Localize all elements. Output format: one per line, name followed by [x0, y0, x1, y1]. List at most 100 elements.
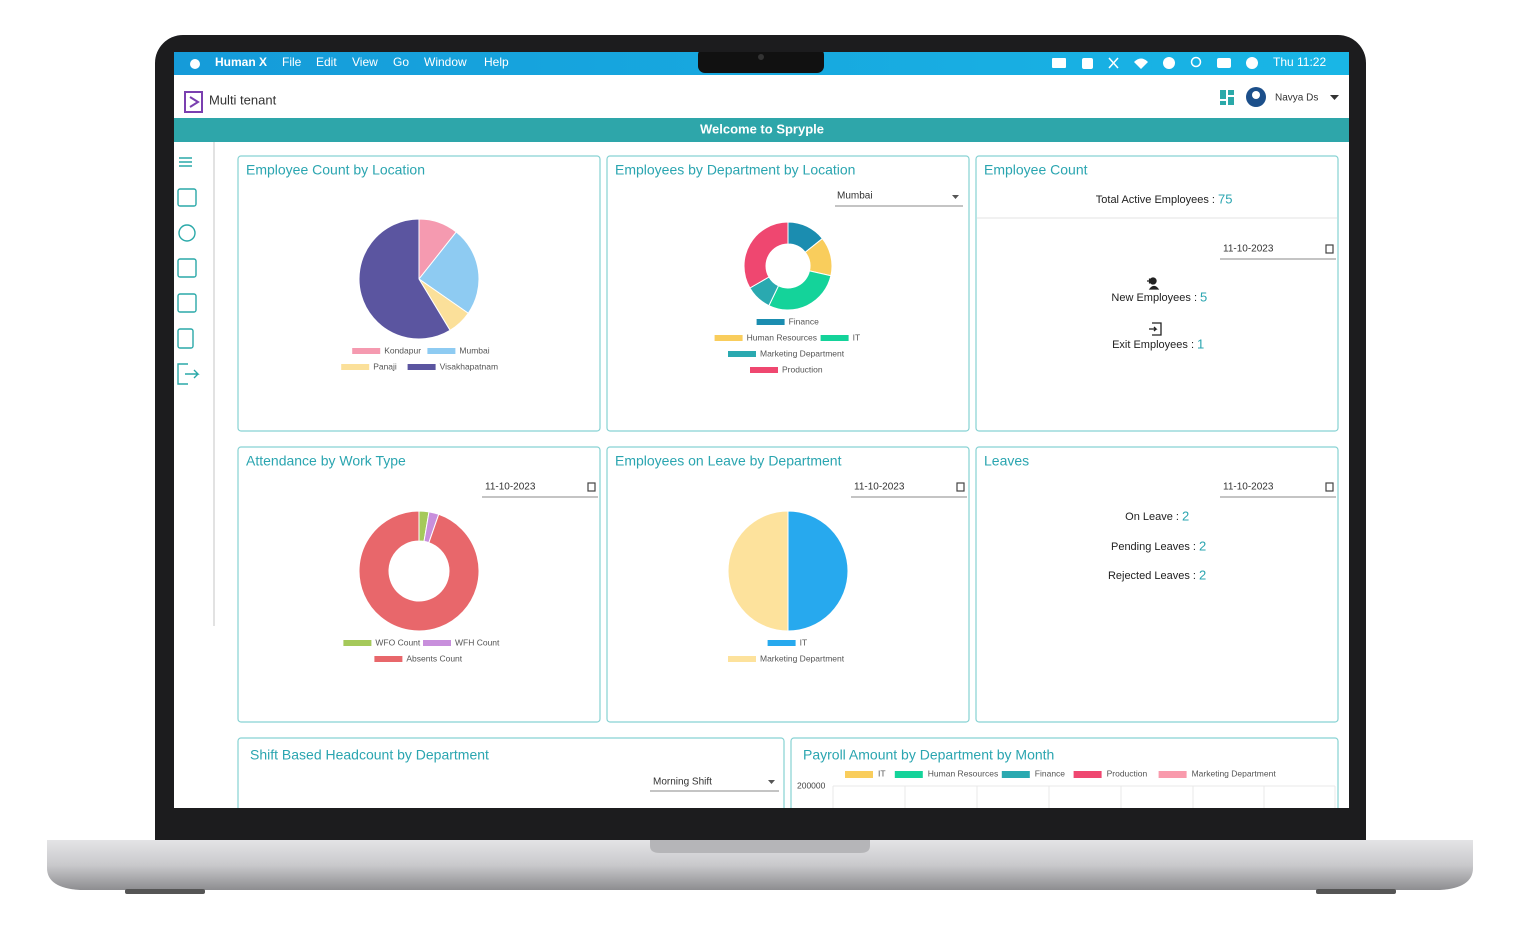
legend-label: Mumbai — [459, 345, 489, 355]
exit-employee-icon — [1149, 322, 1162, 336]
pie-slice[interactable] — [418, 231, 480, 314]
status-icon[interactable] — [1082, 58, 1093, 69]
clock: Thu 11:22 — [1273, 55, 1326, 69]
legend-swatch[interactable] — [714, 335, 743, 341]
legend-swatch[interactable] — [756, 319, 785, 325]
apple-icon[interactable] — [190, 59, 200, 69]
notch — [698, 52, 824, 73]
legend-swatch[interactable] — [374, 656, 403, 662]
app-name[interactable]: Human X — [215, 55, 267, 69]
attendance-nav[interactable] — [177, 258, 197, 278]
pie-slice[interactable] — [743, 221, 789, 289]
calendar-icon[interactable] — [956, 482, 965, 492]
shift-select[interactable]: Morning Shift — [653, 777, 712, 788]
legend-swatch[interactable] — [352, 348, 381, 354]
calendar-icon[interactable] — [587, 482, 596, 492]
status-icon[interactable] — [1052, 58, 1066, 68]
apps-icon[interactable] — [1220, 90, 1234, 105]
sidebar-icons — [177, 188, 200, 385]
card-title: Employees on Leave by Department — [615, 453, 842, 469]
menu-item[interactable]: File — [282, 55, 302, 69]
legend-swatch[interactable] — [767, 640, 796, 646]
legend-swatch[interactable] — [341, 364, 370, 370]
menu-toggle[interactable] — [179, 157, 192, 167]
y-tick-label: 200000 — [797, 780, 826, 790]
legend-label: Visakhapatnam — [440, 361, 498, 371]
calendar-nav[interactable] — [177, 188, 197, 207]
pie-slice[interactable] — [787, 510, 849, 632]
siri-icon[interactable] — [1246, 57, 1258, 69]
date-value[interactable]: 11-10-2023 — [1223, 482, 1274, 493]
legend-swatch[interactable] — [894, 771, 923, 778]
stat-value: 2 — [1199, 538, 1206, 553]
brand: Multi tenant — [209, 92, 277, 107]
card-title: Leaves — [984, 453, 1029, 469]
legend-label: Absents Count — [406, 653, 462, 663]
menu-item[interactable]: View — [352, 55, 378, 69]
stat-value: 1 — [1197, 336, 1204, 351]
user-caret[interactable] — [1330, 95, 1339, 100]
banner-text: Welcome to Spryple — [700, 121, 824, 136]
legend-label: Production — [1107, 768, 1148, 778]
logo[interactable] — [184, 91, 203, 113]
select-caret[interactable] — [768, 780, 775, 784]
status-icon[interactable] — [1217, 58, 1231, 68]
card — [975, 446, 1339, 723]
legend-swatch[interactable] — [1001, 771, 1030, 778]
legend-swatch[interactable] — [427, 348, 456, 354]
calendar-icon[interactable] — [1325, 244, 1334, 254]
status-icon[interactable] — [1108, 57, 1119, 69]
search-icon[interactable] — [1190, 56, 1202, 68]
menu-item[interactable]: Window — [424, 55, 467, 69]
legend-swatch[interactable] — [407, 364, 436, 370]
stat-value: 75 — [1218, 191, 1232, 206]
legend-swatch[interactable] — [728, 351, 756, 357]
date-value[interactable]: 11-10-2023 — [1223, 244, 1274, 255]
legend-label: IT — [878, 768, 886, 778]
card-title: Shift Based Headcount by Department — [250, 747, 489, 763]
leave-nav[interactable] — [177, 293, 197, 313]
wifi-icon[interactable] — [1134, 58, 1148, 70]
report-nav[interactable] — [177, 328, 194, 349]
calendar-icon[interactable] — [1325, 482, 1334, 492]
legend-swatch[interactable] — [728, 656, 756, 662]
user-name[interactable]: Navya Ds — [1275, 93, 1318, 104]
menu-item[interactable]: Go — [393, 55, 409, 69]
legend-label: Human Resources — [928, 768, 998, 778]
pie-slice[interactable] — [358, 510, 480, 632]
pie-slice[interactable] — [358, 218, 451, 340]
legend-swatch[interactable] — [750, 367, 778, 373]
legend-swatch[interactable] — [1073, 771, 1102, 778]
legend-label: Marketing Department — [760, 348, 845, 358]
stat-value: 2 — [1199, 567, 1206, 582]
exit-nav[interactable] — [177, 363, 200, 385]
bezel-bottom — [155, 808, 1366, 840]
menu-items: File Edit View Go Window Help — [282, 55, 509, 69]
legend-label: Panaji — [373, 361, 397, 371]
legend-label: WFO Count — [375, 637, 421, 647]
card — [237, 446, 601, 723]
legend-swatch[interactable] — [845, 771, 873, 778]
legend-swatch[interactable] — [1158, 771, 1187, 778]
legend-swatch[interactable] — [423, 640, 451, 646]
legend-swatch[interactable] — [343, 640, 372, 646]
charts: Kondapur Mumbai Panaji Visakhapatnam Finance… — [341, 218, 1335, 790]
menu-item[interactable]: Help — [484, 55, 509, 69]
status-icons — [1052, 56, 1258, 70]
card-title: Employee Count — [984, 162, 1088, 178]
date-value[interactable]: 11-10-2023 — [854, 482, 905, 493]
status-icon[interactable] — [1163, 57, 1175, 69]
base-notch — [650, 840, 870, 853]
pie-slice[interactable] — [727, 510, 789, 632]
select-caret[interactable] — [952, 195, 959, 199]
card-title: Employee Count by Location — [246, 162, 425, 178]
legend-swatch[interactable] — [820, 335, 849, 341]
menu-item[interactable]: Edit — [316, 55, 337, 69]
people-nav[interactable] — [178, 224, 196, 242]
stat-label: Rejected Leaves : — [1108, 570, 1196, 582]
date-value[interactable]: 11-10-2023 — [485, 482, 536, 493]
date-pickers: 11-10-2023 11-10-2023 11-10-2023 11-10-2023 — [482, 244, 1336, 498]
avatar-head — [1252, 91, 1260, 99]
location-select[interactable]: Mumbai — [837, 191, 873, 202]
